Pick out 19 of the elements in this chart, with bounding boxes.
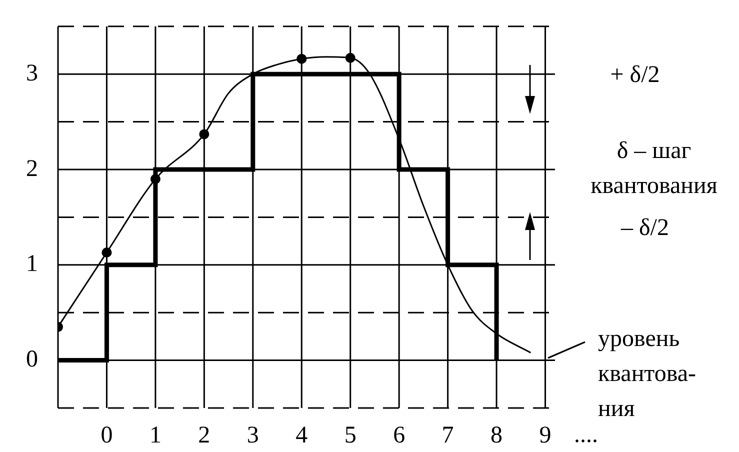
text: + δ/2: [609, 61, 661, 90]
y-tick-label: 3: [26, 60, 38, 86]
x-tick-label: 6: [393, 422, 406, 449]
x-tick-label: 9: [539, 422, 552, 449]
x-tick-label: 2: [198, 422, 210, 449]
y-tick-label: 0: [26, 346, 38, 373]
x-tick-label: 4: [296, 422, 308, 449]
y-tick-label: 2: [26, 156, 38, 182]
text: δ – шаг квантования: [590, 137, 718, 201]
x-tick-label: 0: [100, 422, 113, 449]
x-tick-label: 1: [149, 422, 162, 449]
text: – δ/2: [620, 214, 670, 243]
x-tick-label: 5: [344, 422, 356, 449]
y-tick-label: 1: [26, 251, 38, 278]
x-tick-label: 7: [442, 422, 454, 449]
x-tick-label: 3: [246, 422, 259, 449]
text: ....: [573, 421, 599, 450]
x-tick-label: 8: [490, 422, 503, 449]
text: уровень квантова- ния: [598, 325, 698, 424]
